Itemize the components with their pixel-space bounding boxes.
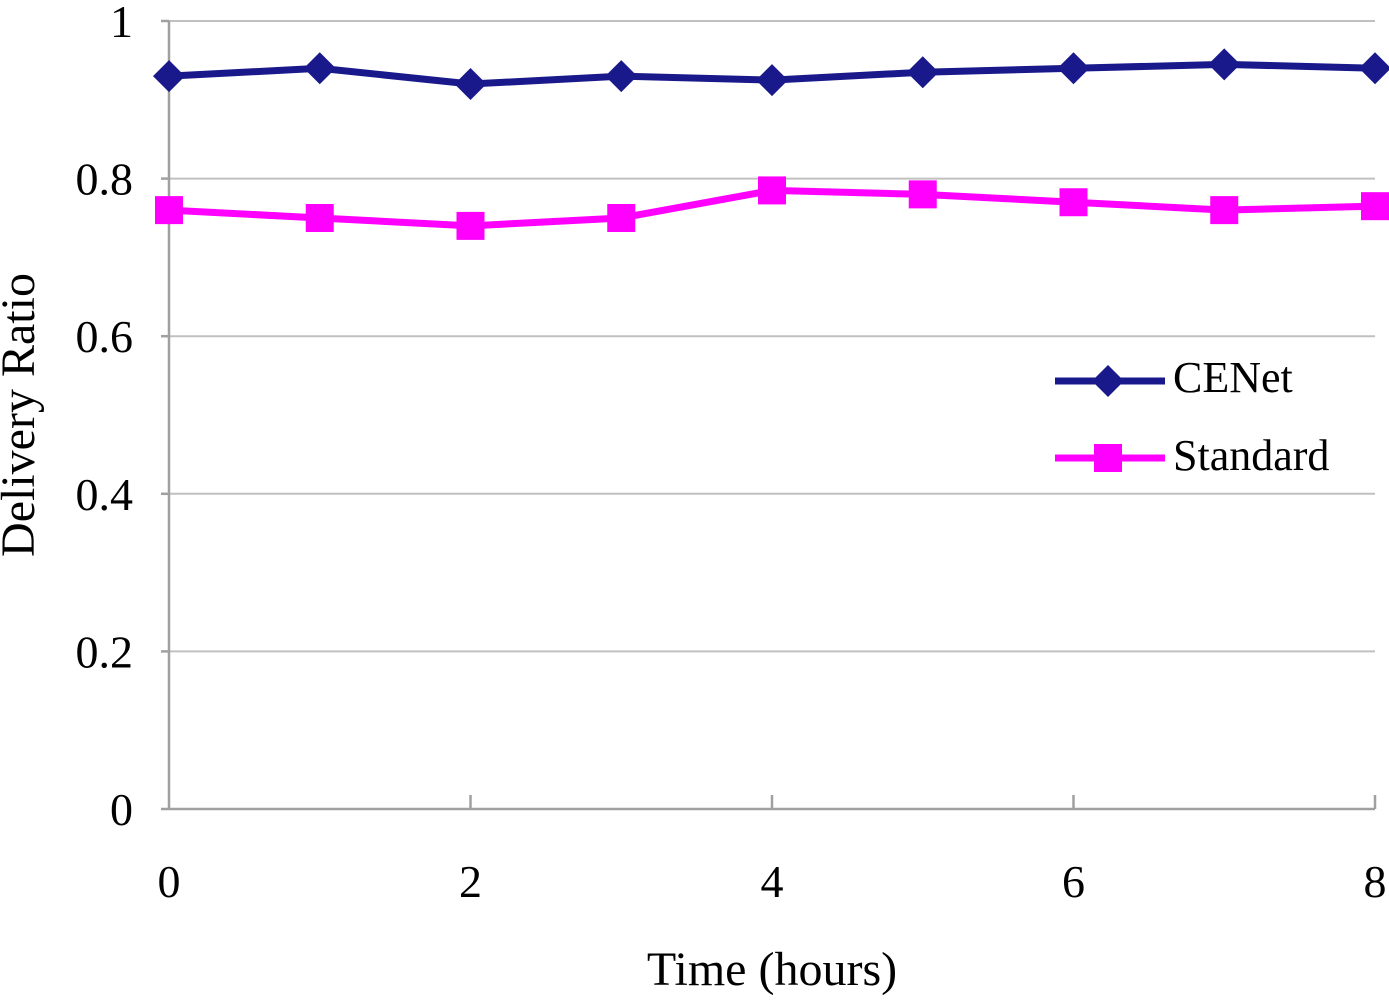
- legend-marker-standard: [1094, 444, 1122, 472]
- marker-standard-6: [1059, 188, 1088, 217]
- marker-standard-7: [1210, 196, 1239, 225]
- marker-cenet-6: [1057, 52, 1090, 85]
- marker-standard-5: [908, 180, 937, 209]
- x-tick-label-0: 0: [158, 856, 181, 907]
- marker-cenet-2: [454, 68, 487, 101]
- tick-labels-layer: 0 0.2 0.4 0.6 0.8 1 0 2 4 6 8: [76, 0, 1387, 907]
- x-tick-label-8: 8: [1364, 856, 1387, 907]
- x-axis-title: Time (hours): [647, 943, 897, 996]
- legend-label-standard: Standard: [1173, 431, 1329, 480]
- marker-cenet-4: [756, 64, 788, 97]
- x-tick-label-4: 4: [761, 856, 784, 907]
- y-axis-title: Delivery Ratio: [0, 273, 45, 557]
- x-tick-label-6: 6: [1062, 856, 1085, 907]
- y-tick-label-1: 1: [110, 0, 133, 47]
- y-tick-label-0: 0: [110, 784, 133, 835]
- marker-cenet-7: [1208, 48, 1241, 81]
- marker-standard-1: [305, 204, 334, 232]
- marker-standard-0: [155, 196, 183, 225]
- legend-marker-cenet: [1092, 365, 1124, 397]
- y-tick-label-0.6: 0.6: [76, 311, 134, 362]
- marker-standard-3: [607, 204, 636, 232]
- marker-cenet-1: [303, 52, 336, 85]
- marker-cenet-8: [1359, 52, 1389, 85]
- legend-swatches: [1055, 365, 1165, 472]
- marker-cenet-3: [605, 60, 638, 93]
- x-tick-label-2: 2: [459, 856, 482, 907]
- y-tick-label-0.8: 0.8: [76, 154, 134, 205]
- marker-standard-4: [758, 176, 786, 205]
- marker-standard-2: [456, 211, 485, 240]
- marker-standard-8: [1361, 192, 1389, 221]
- marker-cenet-5: [906, 56, 939, 89]
- y-tick-label-0.2: 0.2: [76, 626, 134, 677]
- axes-layer: [161, 19, 1377, 811]
- series-layer: [153, 48, 1389, 240]
- marker-cenet-0: [153, 60, 185, 93]
- legend: CENet Standard: [1055, 353, 1329, 480]
- gridlines-layer: [169, 20, 1375, 653]
- legend-label-cenet: CENet: [1173, 353, 1293, 402]
- y-tick-label-0.4: 0.4: [76, 469, 134, 520]
